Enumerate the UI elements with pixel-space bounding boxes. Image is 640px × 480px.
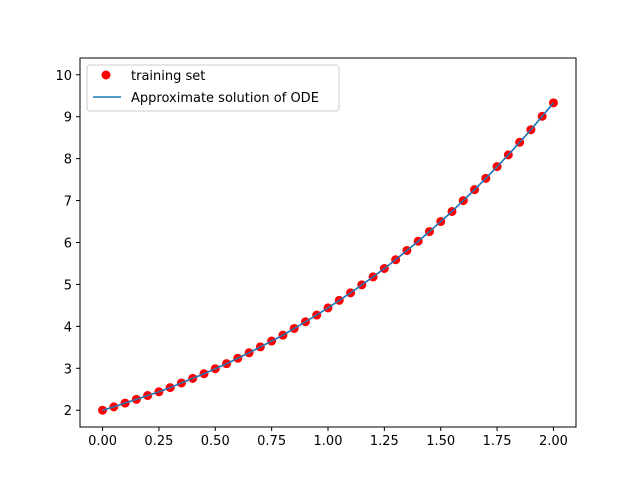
x-tick-label: 2.00 [539, 434, 568, 449]
x-tick-label: 1.75 [483, 434, 512, 449]
y-tick-label: 8 [64, 153, 72, 168]
y-tick-label: 4 [64, 320, 72, 335]
x-tick-label: 0.25 [144, 434, 173, 449]
series-line-overlay [102, 102, 555, 411]
x-tick-label: 1.00 [314, 434, 343, 449]
legend-label-training-set: training set [131, 69, 205, 84]
y-tick-label: 10 [55, 69, 72, 84]
legend-marker-training-set [101, 70, 111, 80]
y-tick-label: 9 [64, 111, 72, 126]
x-tick-label: 0.75 [257, 434, 286, 449]
x-tick-label: 1.50 [426, 434, 455, 449]
y-axis: 2 3 4 5 6 7 8 9 10 [55, 69, 80, 419]
y-tick-label: 6 [64, 237, 72, 252]
y-tick-label: 7 [64, 195, 72, 210]
axes-background [80, 58, 576, 427]
y-tick-label: 2 [64, 404, 72, 419]
x-tick-label: 0.50 [201, 434, 230, 449]
plot-area [79, 57, 577, 428]
legend-label-approximate-solution: Approximate solution of ODE [131, 91, 319, 106]
x-tick-label: 1.25 [370, 434, 399, 449]
legend-box [86, 64, 340, 112]
x-tick-label: 0.00 [88, 434, 117, 449]
legend: training set Approximate solution of ODE [86, 64, 340, 112]
y-tick-label: 5 [64, 278, 72, 293]
scatter-layer [98, 98, 558, 415]
x-axis: 0.00 0.25 0.50 0.75 1.00 1.25 1.50 1.75 2.00 [88, 427, 568, 449]
training-point [98, 405, 108, 415]
y-tick-label: 3 [64, 362, 72, 377]
